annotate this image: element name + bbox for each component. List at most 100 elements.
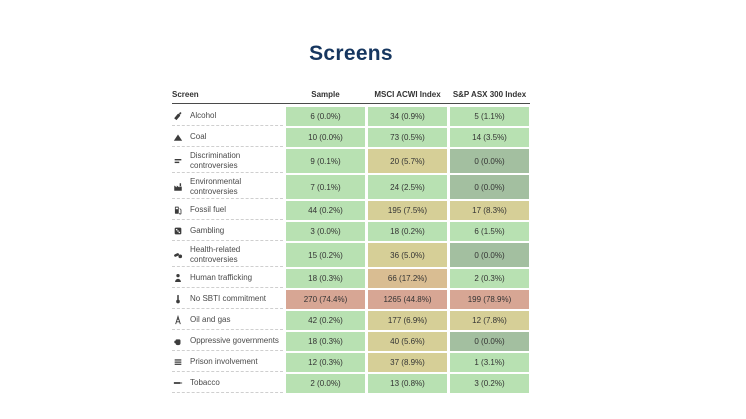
fuel-pump-icon <box>172 205 183 215</box>
value-cell: 1265 (44.8%) <box>368 290 447 309</box>
row-label: Gambling <box>190 226 225 236</box>
value-cell: 36 (5.0%) <box>368 243 447 267</box>
value-cell: 7 (0.1%) <box>286 175 365 199</box>
table-row: Discrimination controversies 9 (0.1%) 20 (… <box>172 149 530 173</box>
prison-bars-icon <box>172 357 183 367</box>
value-cell: 195 (7.5%) <box>368 201 447 220</box>
value-cell: 15 (0.2%) <box>286 243 365 267</box>
value-cell: 1 (3.1%) <box>450 353 529 372</box>
row-label: Human trafficking <box>190 273 253 283</box>
wine-bottle-icon <box>172 111 183 121</box>
page: Screens Screen Sample MSCI ACWI Index S&… <box>172 42 530 395</box>
row-label: No SBTI commitment <box>190 294 267 304</box>
unequal-bars-icon <box>172 156 183 166</box>
value-cell: 40 (5.6%) <box>368 332 447 351</box>
table-row: Oppressive governments 18 (0.3%) 40 (5.6%)… <box>172 332 530 351</box>
row-label: Tobacco <box>190 378 220 388</box>
pills-icon <box>172 250 183 260</box>
row-label: Coal <box>190 132 207 142</box>
value-cell: 34 (0.9%) <box>368 107 447 126</box>
row-label: Fossil fuel <box>190 205 227 215</box>
value-cell: 9 (0.1%) <box>286 149 365 173</box>
value-cell: 6 (0.0%) <box>286 107 365 126</box>
row-label-cell: Tobacco <box>172 374 283 393</box>
row-label-cell: Alcohol <box>172 107 283 126</box>
value-cell: 2 (0.0%) <box>286 374 365 393</box>
value-cell: 14 (3.5%) <box>450 128 529 147</box>
row-label: Environmental controversies <box>190 177 242 196</box>
row-label: Health-related controversies <box>190 245 241 264</box>
screens-table: Screen Sample MSCI ACWI Index S&P ASX 30… <box>172 90 530 393</box>
value-cell: 13 (0.8%) <box>368 374 447 393</box>
value-cell: 2 (0.3%) <box>450 269 529 288</box>
value-cell: 5 (1.1%) <box>450 107 529 126</box>
oil-derrick-icon <box>172 315 183 325</box>
value-cell: 44 (0.2%) <box>286 201 365 220</box>
row-label-cell: Human trafficking <box>172 269 283 288</box>
table-body: Alcohol 6 (0.0%) 34 (0.9%) 5 (1.1%) Coal 10 (… <box>172 107 530 393</box>
row-label-cell: Health-related controversies <box>172 243 283 267</box>
table-row: Environmental controversies 7 (0.1%) 24 (2… <box>172 175 530 199</box>
table-row: Alcohol 6 (0.0%) 34 (0.9%) 5 (1.1%) <box>172 107 530 126</box>
value-cell: 18 (0.2%) <box>368 222 447 241</box>
dice-icon <box>172 226 183 236</box>
value-cell: 0 (0.0%) <box>450 332 529 351</box>
row-label-cell: Coal <box>172 128 283 147</box>
table-row: Human trafficking 18 (0.3%) 66 (17.2%) 2 (0… <box>172 269 530 288</box>
value-cell: 66 (17.2%) <box>368 269 447 288</box>
person-icon <box>172 273 183 283</box>
value-cell: 12 (0.3%) <box>286 353 365 372</box>
cigarette-icon <box>172 378 183 388</box>
value-cell: 18 (0.3%) <box>286 269 365 288</box>
row-label-cell: No SBTI commitment <box>172 290 283 309</box>
value-cell: 0 (0.0%) <box>450 149 529 173</box>
value-cell: 6 (1.5%) <box>450 222 529 241</box>
value-cell: 0 (0.0%) <box>450 175 529 199</box>
value-cell: 37 (8.9%) <box>368 353 447 372</box>
row-label-cell: Discrimination controversies <box>172 149 283 173</box>
value-cell: 10 (0.0%) <box>286 128 365 147</box>
table-row: Tobacco 2 (0.0%) 13 (0.8%) 3 (0.2%) <box>172 374 530 393</box>
table-row: Prison involvement 12 (0.3%) 37 (8.9%) 1 (3… <box>172 353 530 372</box>
fist-icon <box>172 336 183 346</box>
value-cell: 17 (8.3%) <box>450 201 529 220</box>
row-label-cell: Prison involvement <box>172 353 283 372</box>
column-header-sp-asx: S&P ASX 300 Index <box>452 90 527 99</box>
page-title: Screens <box>309 42 393 65</box>
row-label-cell: Fossil fuel <box>172 201 283 220</box>
table-row: Gambling 3 (0.0%) 18 (0.2%) 6 (1.5%) <box>172 222 530 241</box>
value-cell: 0 (0.0%) <box>450 243 529 267</box>
row-label: Oppressive governments <box>190 336 279 346</box>
column-header-sample: Sample <box>311 90 340 99</box>
column-header-screen: Screen <box>172 90 199 99</box>
table-row: Oil and gas 42 (0.2%) 177 (6.9%) 12 (7.8%) <box>172 311 530 330</box>
row-label: Prison involvement <box>190 357 258 367</box>
table-row: No SBTI commitment 270 (74.4%) 1265 (44.8%… <box>172 290 530 309</box>
value-cell: 270 (74.4%) <box>286 290 365 309</box>
table-row: Coal 10 (0.0%) 73 (0.5%) 14 (3.5%) <box>172 128 530 147</box>
value-cell: 20 (5.7%) <box>368 149 447 173</box>
row-label: Discrimination controversies <box>190 151 241 170</box>
value-cell: 18 (0.3%) <box>286 332 365 351</box>
row-label-cell: Oil and gas <box>172 311 283 330</box>
row-label: Oil and gas <box>190 315 231 325</box>
value-cell: 73 (0.5%) <box>368 128 447 147</box>
value-cell: 177 (6.9%) <box>368 311 447 330</box>
coal-mound-icon <box>172 132 183 142</box>
value-cell: 24 (2.5%) <box>368 175 447 199</box>
column-header-msci-acwi: MSCI ACWI Index <box>374 90 441 99</box>
thermometer-icon <box>172 294 183 304</box>
table-header: Screen Sample MSCI ACWI Index S&P ASX 30… <box>172 90 530 104</box>
row-label-cell: Oppressive governments <box>172 332 283 351</box>
table-row: Fossil fuel 44 (0.2%) 195 (7.5%) 17 (8.3%) <box>172 201 530 220</box>
value-cell: 199 (78.9%) <box>450 290 529 309</box>
row-label-cell: Environmental controversies <box>172 175 283 199</box>
value-cell: 3 (0.2%) <box>450 374 529 393</box>
row-label: Alcohol <box>190 111 217 121</box>
value-cell: 3 (0.0%) <box>286 222 365 241</box>
row-label-cell: Gambling <box>172 222 283 241</box>
value-cell: 12 (7.8%) <box>450 311 529 330</box>
table-row: Health-related controversies 15 (0.2%) 36 … <box>172 243 530 267</box>
factory-icon <box>172 182 183 192</box>
value-cell: 42 (0.2%) <box>286 311 365 330</box>
